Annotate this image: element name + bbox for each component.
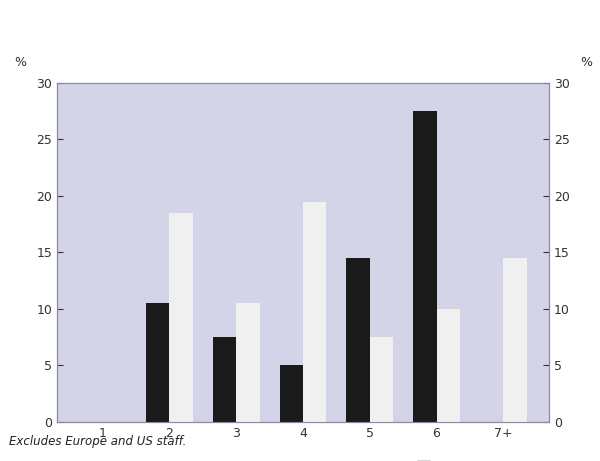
Bar — [370, 337, 393, 422]
Text: %: % — [14, 56, 26, 70]
Bar — [169, 213, 193, 422]
Bar — [236, 303, 260, 422]
Bar — [213, 337, 236, 422]
Bar — [146, 303, 169, 422]
Bar — [437, 309, 460, 422]
Bar — [280, 365, 303, 422]
Text: Transfer Rates Within Classification Levels: Transfer Rates Within Classification Lev… — [9, 18, 440, 36]
Bar — [503, 258, 527, 422]
Text: Year to 30 June 2001 - Percentage: Year to 30 June 2001 - Percentage — [9, 58, 209, 71]
Bar — [413, 111, 437, 422]
Text: Excludes Europe and US staff.: Excludes Europe and US staff. — [9, 436, 187, 449]
Bar — [346, 258, 370, 422]
Bar — [303, 201, 326, 422]
Text: %: % — [580, 56, 592, 70]
Legend: Women, Men: Women, Men — [417, 460, 533, 461]
